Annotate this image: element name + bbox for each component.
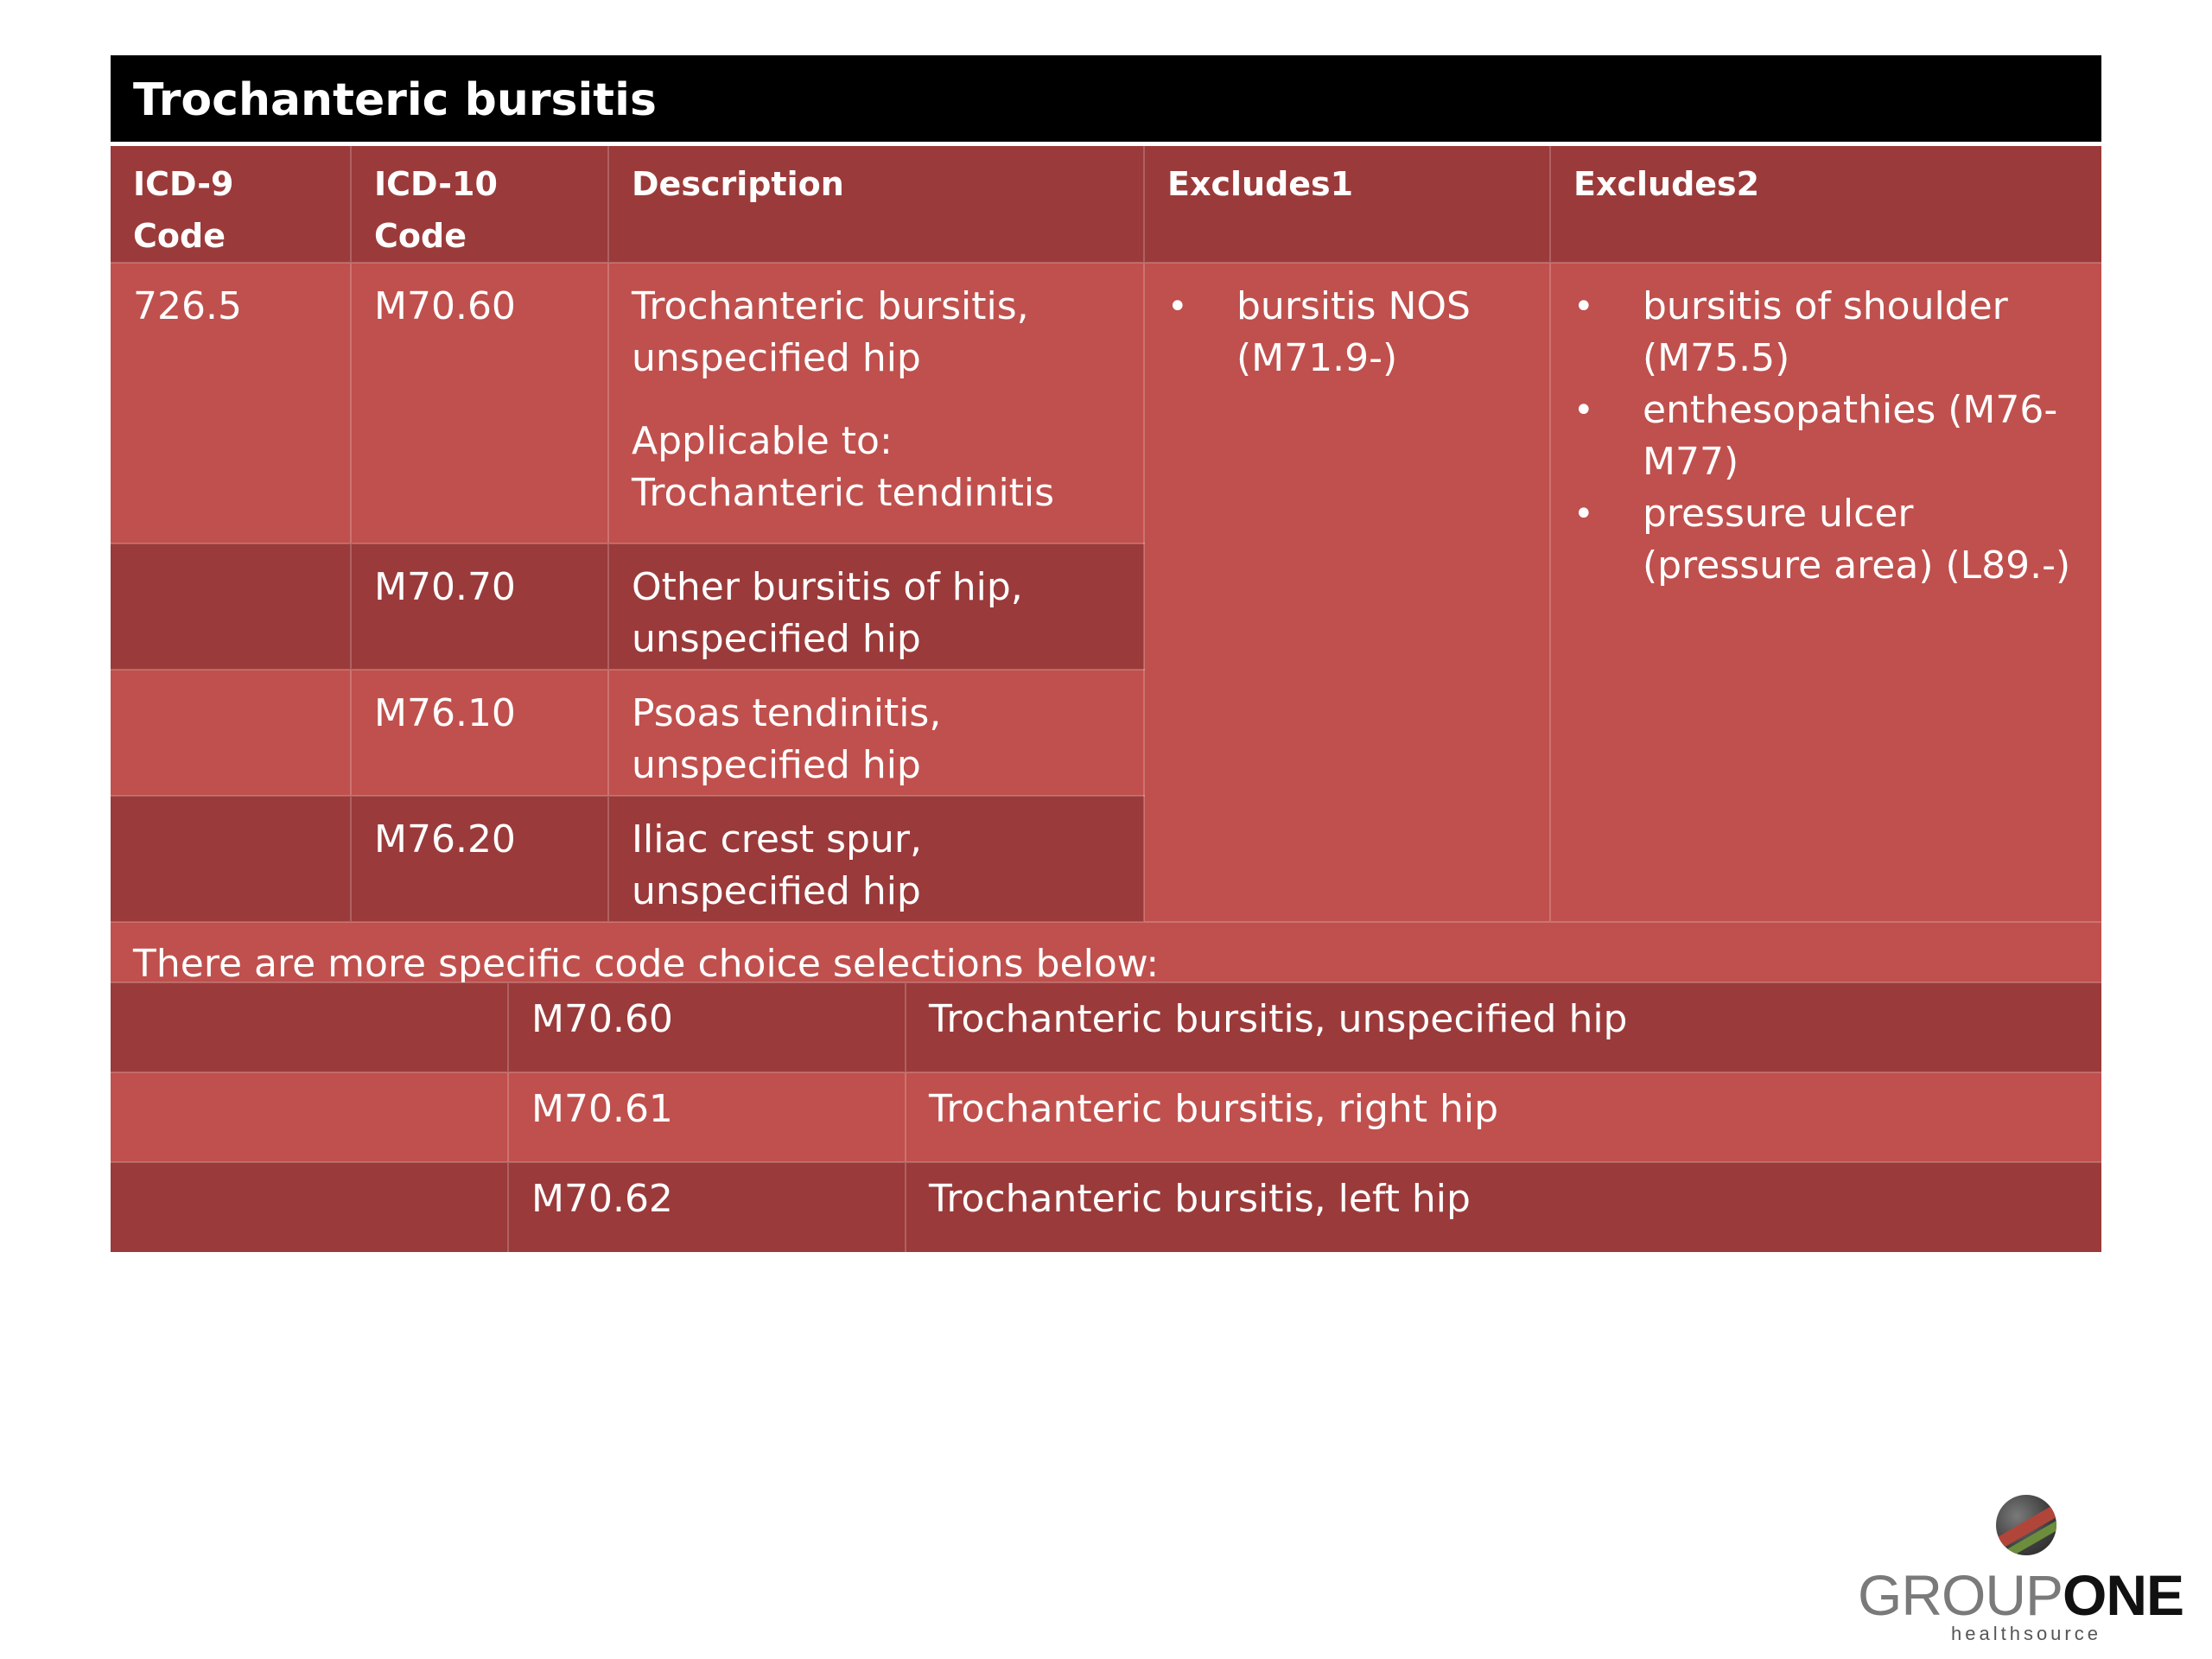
cell-excludes1: bursitis NOS (M71.9-) bbox=[1143, 262, 1550, 922]
groupone-logo: GROUPONE healthsource bbox=[1849, 1495, 2212, 1644]
cell-description: Trochanteric bursitis, left hip bbox=[905, 1161, 2101, 1252]
table-row: M70.70 Other bursitis of hip, unspecifie… bbox=[111, 543, 2101, 670]
table-row: 726.5 M70.60 Trochanteric bursitis, unsp… bbox=[111, 262, 2101, 922]
cell-description: Trochanteric bursitis, right hip bbox=[905, 1071, 2101, 1162]
cell-icd10: M76.20 bbox=[350, 795, 608, 922]
header-description: Description bbox=[607, 146, 1144, 263]
list-item: bursitis of shoulder (M75.5) bbox=[1573, 281, 2079, 385]
cell-code: M70.60 bbox=[507, 982, 906, 1072]
cell-description: Trochanteric bursitis, unspecified hip A… bbox=[607, 262, 1144, 543]
description-text: Trochanteric bursitis, unspecified hip bbox=[632, 284, 1029, 380]
excludes1-list: bursitis NOS (M71.9-) bbox=[1167, 281, 1527, 385]
header-excludes2: Excludes2 bbox=[1549, 146, 2101, 263]
icd-code-table: ICD-9 Code ICD-10 Code Description Exclu… bbox=[111, 146, 2101, 1012]
cell-description: Other bursitis of hip, unspecified hip bbox=[607, 543, 1144, 670]
cell-icd10: M76.10 bbox=[350, 669, 608, 796]
header-icd9: ICD-9 Code bbox=[111, 146, 351, 263]
specific-codes-table: M70.60 Trochanteric bursitis, unspecifie… bbox=[111, 982, 2101, 1252]
table-row: M76.10 Psoas tendinitis, unspecified hip bbox=[111, 669, 2101, 796]
logo-wordmark: GROUPONE bbox=[1858, 1563, 2184, 1627]
cell-code: M70.61 bbox=[507, 1071, 906, 1162]
cell-blank bbox=[111, 982, 508, 1072]
table-row: M70.61 Trochanteric bursitis, right hip bbox=[111, 1071, 2101, 1162]
list-item: pressure ulcer (pressure area) (L89.-) bbox=[1573, 488, 2079, 592]
list-item: bursitis NOS (M71.9-) bbox=[1167, 281, 1527, 385]
cell-blank bbox=[111, 1071, 508, 1162]
cell-description: Iliac crest spur, unspecified hip bbox=[607, 795, 1144, 922]
cell-icd9 bbox=[111, 543, 351, 670]
table-title: Trochanteric bursitis bbox=[133, 74, 657, 126]
cell-icd9: 726.5 bbox=[111, 262, 351, 543]
header-row: ICD-9 Code ICD-10 Code Description Exclu… bbox=[111, 146, 2101, 263]
cell-code: M70.62 bbox=[507, 1161, 906, 1252]
cell-icd9 bbox=[111, 795, 351, 922]
table-row: M70.60 Trochanteric bursitis, unspecifie… bbox=[111, 982, 2101, 1072]
cell-description: Psoas tendinitis, unspecified hip bbox=[607, 669, 1144, 796]
cell-icd9 bbox=[111, 669, 351, 796]
globe-swoosh-icon bbox=[1996, 1495, 2056, 1555]
cell-excludes2: bursitis of shoulder (M75.5) enthesopath… bbox=[1549, 262, 2101, 922]
list-item: enthesopathies (M76-M77) bbox=[1573, 385, 2079, 488]
table-title-bar: Trochanteric bursitis bbox=[111, 55, 2101, 142]
table-row: M76.20 Iliac crest spur, unspecified hip bbox=[111, 795, 2101, 922]
header-excludes1: Excludes1 bbox=[1143, 146, 1550, 263]
applicable-label: Applicable to: bbox=[632, 419, 893, 463]
cell-description: Trochanteric bursitis, unspecified hip bbox=[905, 982, 2101, 1072]
cell-blank bbox=[111, 1161, 508, 1252]
cell-icd10: M70.60 bbox=[350, 262, 608, 543]
table-row: M70.62 Trochanteric bursitis, left hip bbox=[111, 1161, 2101, 1252]
logo-subtitle: healthsource bbox=[1951, 1623, 2101, 1644]
applicable-value: Trochanteric tendinitis bbox=[632, 471, 1055, 515]
excludes2-list: bursitis of shoulder (M75.5) enthesopath… bbox=[1573, 281, 2079, 592]
header-icd10: ICD-10 Code bbox=[350, 146, 608, 263]
cell-icd10: M70.70 bbox=[350, 543, 608, 670]
